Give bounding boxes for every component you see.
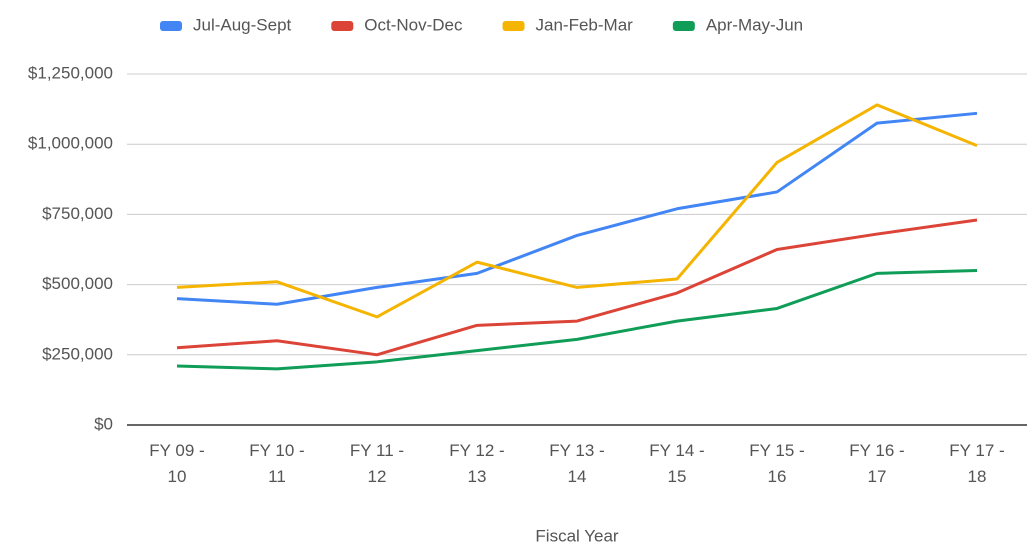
- x-tick-label: FY 10 -11: [249, 441, 304, 486]
- y-tick-label: $500,000: [42, 274, 113, 293]
- x-tick-label: FY 17 -18: [949, 441, 1004, 486]
- y-tick-label: $1,250,000: [28, 63, 113, 82]
- y-tick-label: $1,000,000: [28, 134, 113, 153]
- legend-label: Jan-Feb-Mar: [536, 15, 634, 34]
- x-tick-label: FY 14 -15: [649, 441, 704, 486]
- x-tick-label: FY 15 -16: [749, 441, 804, 486]
- legend-label: Oct-Nov-Dec: [364, 15, 463, 34]
- y-tick-label: $250,000: [42, 344, 113, 363]
- line-series: [176, 218, 978, 357]
- x-tick-label: FY 12 -13: [449, 441, 504, 486]
- line-series: [176, 111, 978, 306]
- y-tick-label: $0: [94, 414, 113, 433]
- x-tick-label: FY 13 -14: [549, 441, 604, 486]
- y-tick-label: $750,000: [42, 204, 113, 223]
- x-axis-title: Fiscal Year: [535, 526, 618, 545]
- legend-swatch: [502, 21, 525, 31]
- x-tick-label: FY 09 -10: [149, 441, 204, 486]
- legend-swatch: [160, 21, 182, 31]
- legend-label: Jul-Aug-Sept: [193, 15, 292, 34]
- legend-label: Apr-May-Jun: [706, 15, 803, 34]
- legend-swatch: [672, 21, 695, 31]
- line-series: [176, 269, 978, 371]
- x-tick-label: FY 11 -12: [350, 441, 404, 486]
- legend-swatch: [331, 21, 354, 31]
- x-tick-label: FY 16 -17: [849, 441, 904, 486]
- line-series: [176, 103, 978, 319]
